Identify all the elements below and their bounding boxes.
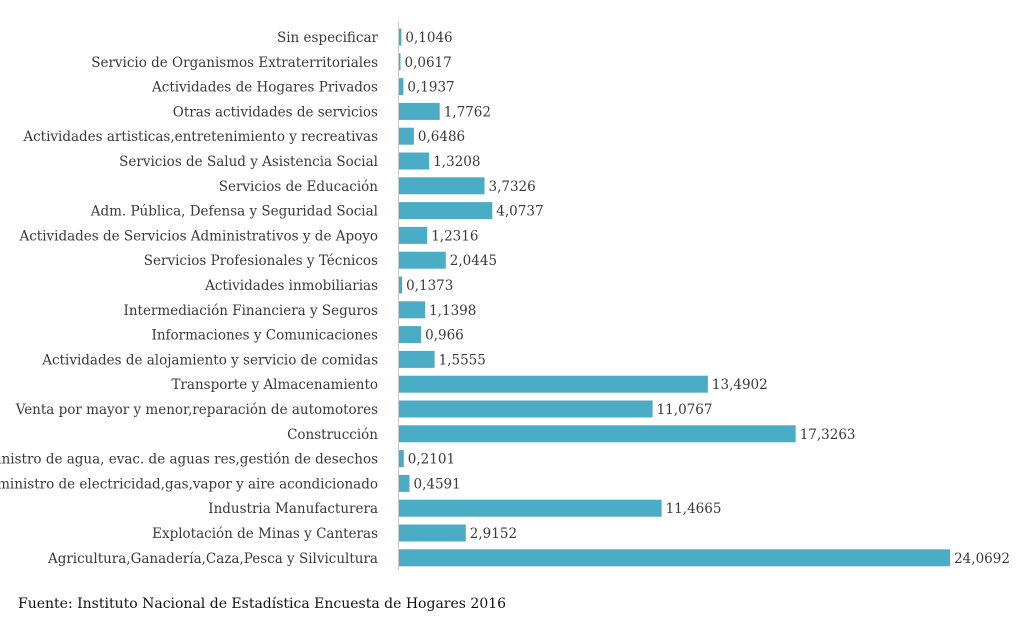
- bar: [399, 425, 796, 443]
- value-label: 0,2101: [408, 452, 455, 468]
- category-label: Informaciones y Comunicaciones: [152, 328, 379, 344]
- bar: [399, 350, 435, 368]
- value-label: 2,0445: [450, 253, 497, 269]
- category-label: Servicios de Salud y Asistencia Social: [119, 154, 378, 170]
- category-labels: Sin especificar Servicio de Organismos Ex…: [0, 30, 379, 567]
- value-label: 0,1937: [407, 80, 454, 96]
- category-label: Otras actividades de servicios: [173, 104, 378, 120]
- bar: [399, 152, 430, 170]
- value-label: 3,7326: [489, 179, 536, 195]
- category-label: Venta por mayor y menor,reparación de au…: [15, 402, 378, 418]
- bar: [399, 326, 422, 344]
- bar: [399, 450, 404, 468]
- bar: [399, 524, 466, 542]
- value-label: 17,3263: [800, 427, 856, 443]
- category-label: Actividades inmobiliarias: [204, 278, 378, 294]
- value-label: 4,0737: [496, 204, 543, 220]
- value-label: 0,4591: [414, 476, 461, 492]
- value-label: 1,3208: [433, 154, 480, 170]
- category-label: Actividades de Servicios Administrativos…: [18, 228, 378, 244]
- bar: [399, 28, 402, 46]
- bar: [399, 177, 485, 195]
- category-label: Explotación de Minas y Canteras: [152, 526, 378, 542]
- bar: [399, 276, 403, 294]
- category-label: Servicios Profesionales y Técnicos: [144, 253, 378, 269]
- bar: [399, 102, 440, 120]
- chart-canvas: Sin especificar Servicio de Organismos Ex…: [0, 22, 1010, 570]
- bar: [399, 226, 428, 244]
- bar: [399, 202, 493, 220]
- category-label: Transporte y Almacenamiento: [171, 377, 378, 393]
- value-label: 24,0692: [954, 551, 1010, 567]
- value-label: 2,9152: [470, 526, 517, 542]
- category-label: Actividades de Hogares Privados: [151, 80, 378, 96]
- category-label: Intermediación Financiera y Seguros: [124, 303, 379, 319]
- source-note: Fuente: Instituto Nacional de Estadístic…: [18, 596, 507, 612]
- value-label: 0,1046: [405, 30, 452, 46]
- value-label: 11,0767: [657, 402, 713, 418]
- bar: [399, 400, 653, 418]
- bar: [399, 251, 446, 269]
- bar: [399, 53, 401, 71]
- bar: [399, 127, 414, 145]
- bars-group: [399, 28, 951, 567]
- category-label: Actividades artisticas,entretenimiento y…: [22, 129, 378, 145]
- value-label: 1,1398: [429, 303, 476, 319]
- category-label: Industria Manufacturera: [208, 501, 378, 517]
- bar: [399, 375, 708, 393]
- value-label: 1,2316: [431, 228, 478, 244]
- category-label: Agricultura,Ganadería,Caza,Pesca y Silvi…: [47, 551, 378, 567]
- bar-chart: Sin especificar Servicio de Organismos Ex…: [0, 22, 1010, 570]
- category-label: Construcción: [287, 427, 378, 443]
- value-label: 0,1373: [406, 278, 453, 294]
- bar: [399, 549, 951, 567]
- category-label: Sin especificar: [277, 30, 379, 46]
- category-label: Servicios de Educación: [219, 179, 379, 195]
- value-label: 0,966: [425, 328, 464, 344]
- category-label: Servicio de Organismos Extraterritoriale…: [91, 55, 378, 71]
- bar: [399, 301, 426, 319]
- value-label: 1,5555: [439, 352, 486, 368]
- value-label: 11,4665: [666, 501, 722, 517]
- bar: [399, 78, 404, 96]
- value-labels: 0,1046 0,0617 0,1937 1,7762 0,6486 1,3208 3,73…: [405, 30, 1010, 567]
- category-label: Suministro de electricidad,gas,vapor y a…: [0, 476, 378, 492]
- value-label: 1,7762: [444, 104, 491, 120]
- value-label: 13,4902: [712, 377, 768, 393]
- category-label: Suministro de agua, evac. de aguas res,g…: [0, 452, 378, 468]
- value-label: 0,6486: [418, 129, 465, 145]
- bar: [399, 474, 410, 492]
- category-label: Adm. Pública, Defensa y Seguridad Social: [90, 204, 378, 220]
- bar: [399, 499, 662, 517]
- category-label: Actividades de alojamiento y servicio de…: [41, 352, 378, 368]
- value-label: 0,0617: [405, 55, 452, 71]
